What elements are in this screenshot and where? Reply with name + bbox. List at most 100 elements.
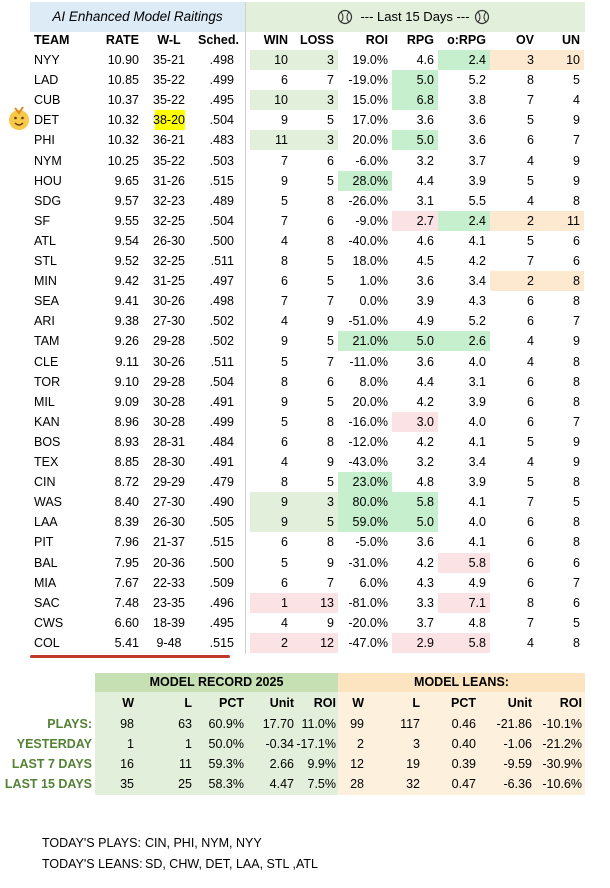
- table-cell: -9.0%: [355, 213, 388, 228]
- table-cell: 17.0%: [352, 113, 388, 128]
- table-cell: 8.85: [114, 455, 139, 469]
- team-name: LAA: [34, 515, 58, 530]
- table-cell: 6.0%: [359, 575, 389, 590]
- table-cell: 32-23: [153, 193, 185, 208]
- table-cell: 6: [281, 274, 288, 289]
- table-cell: 9: [281, 113, 288, 128]
- table-cell: 5: [527, 233, 534, 248]
- team-name: NYM: [34, 153, 62, 168]
- summary-cell: -30.9%: [542, 757, 582, 771]
- table-cell: 4.1: [468, 535, 486, 550]
- table-cell: .484: [209, 434, 234, 449]
- table-cell: 8: [327, 535, 334, 550]
- table-cell: 3.9: [416, 294, 434, 309]
- table-cell: 4.9: [416, 314, 434, 329]
- section-title: --- Last 15 Days ---: [360, 9, 470, 24]
- summary-header: Unit: [507, 696, 532, 710]
- summary-header: ROI: [559, 696, 582, 710]
- summary-header: W: [352, 696, 364, 710]
- table-cell: 27-30: [153, 495, 185, 510]
- column-header: UN: [561, 33, 580, 47]
- team-name: PHI: [34, 133, 55, 148]
- footer-plays-label: TODAY'S PLAYS:: [42, 836, 141, 850]
- table-cell: 6: [327, 153, 334, 168]
- table-cell: 3.9: [468, 394, 486, 409]
- table-cell: -81.0%: [348, 595, 388, 610]
- table-cell: 9: [327, 615, 334, 630]
- table-cell: 3.6: [416, 113, 434, 128]
- table-cell: 6: [527, 374, 534, 389]
- table-cell: 6: [573, 555, 580, 570]
- table-cell: 28.0%: [352, 173, 388, 188]
- table-cell: .502: [209, 334, 234, 349]
- table-cell: 4.9: [468, 575, 486, 590]
- table-cell: 2.4: [468, 213, 486, 228]
- summary-cell: 0.47: [451, 777, 476, 791]
- table-cell: 26-30: [153, 515, 185, 530]
- table-cell: 4.1: [468, 434, 486, 449]
- summary-cell: 0.40: [451, 737, 476, 751]
- table-cell: 11: [275, 133, 288, 148]
- summary-cell: 1: [185, 737, 192, 751]
- table-cell: 4.1: [468, 233, 486, 248]
- summary-header: Unit: [269, 696, 294, 710]
- cell-highlight: [338, 472, 392, 493]
- table-cell: 36-21: [153, 133, 185, 148]
- cell-highlight: [155, 110, 185, 131]
- cell-highlight: [250, 492, 292, 513]
- table-cell: 2: [527, 274, 534, 289]
- table-cell: 9.26: [114, 334, 139, 349]
- summary-right-title: MODEL LEANS:: [414, 675, 509, 689]
- team-name: SF: [34, 213, 50, 228]
- table-cell: 5.41: [114, 635, 139, 650]
- table-cell: 6: [527, 575, 534, 590]
- column-header: o:RPG: [447, 33, 486, 47]
- table-cell: 8: [573, 535, 580, 550]
- table-cell: 20.0%: [352, 133, 388, 148]
- table-cell: 6: [573, 254, 580, 268]
- table-cell: 9: [573, 153, 580, 168]
- summary-cell: 4.47: [269, 777, 294, 791]
- table-cell: 8: [327, 233, 334, 248]
- table-cell: 5.8: [468, 555, 486, 570]
- table-cell: 5.8: [468, 635, 486, 650]
- table-cell: 30-26: [153, 294, 185, 309]
- table-cell: 8.96: [114, 414, 139, 429]
- cell-highlight: [392, 492, 438, 513]
- table-cell: 80.0%: [352, 495, 388, 510]
- table-cell: 35-22: [153, 73, 185, 88]
- table-cell: 5.0: [416, 73, 434, 88]
- table-cell: 3.7: [468, 153, 486, 168]
- summary-cell: 99: [350, 717, 364, 731]
- column-header: Sched.: [198, 33, 239, 47]
- table-cell: 2.7: [416, 213, 434, 228]
- summary-cell: 19: [406, 757, 420, 771]
- table-cell: 8: [327, 414, 334, 429]
- table-cell: -31.0%: [348, 555, 388, 570]
- summary-cell: 59.3%: [208, 757, 244, 771]
- table-cell: 5.2: [468, 314, 486, 329]
- cell-highlight: [490, 271, 538, 292]
- column-header: RATE: [105, 33, 139, 47]
- column-header: LOSS: [299, 33, 334, 47]
- table-cell: 8: [573, 294, 580, 309]
- summary-row-label: YESTERDAY: [16, 737, 92, 751]
- table-cell: 4.6: [416, 53, 434, 67]
- table-cell: .504: [209, 374, 234, 389]
- cell-highlight: [292, 492, 338, 513]
- table-cell: 5: [327, 515, 334, 530]
- table-cell: 3.0: [416, 414, 434, 429]
- summary-left-header: [95, 673, 338, 692]
- table-cell: 6.60: [114, 615, 139, 630]
- table-cell: -47.0%: [348, 635, 388, 650]
- table-cell: 4: [573, 93, 580, 108]
- summary-row-label: LAST 7 DAYS: [11, 757, 92, 771]
- table-cell: 9.57: [114, 193, 139, 208]
- table-cell: 8: [281, 475, 288, 490]
- table-cell: 1.0%: [359, 274, 389, 289]
- baseball-icon: [474, 9, 490, 25]
- cell-highlight: [338, 331, 392, 352]
- table-cell: 4.3: [468, 294, 486, 309]
- table-cell: 4: [281, 455, 288, 469]
- table-cell: 21-37: [153, 535, 185, 550]
